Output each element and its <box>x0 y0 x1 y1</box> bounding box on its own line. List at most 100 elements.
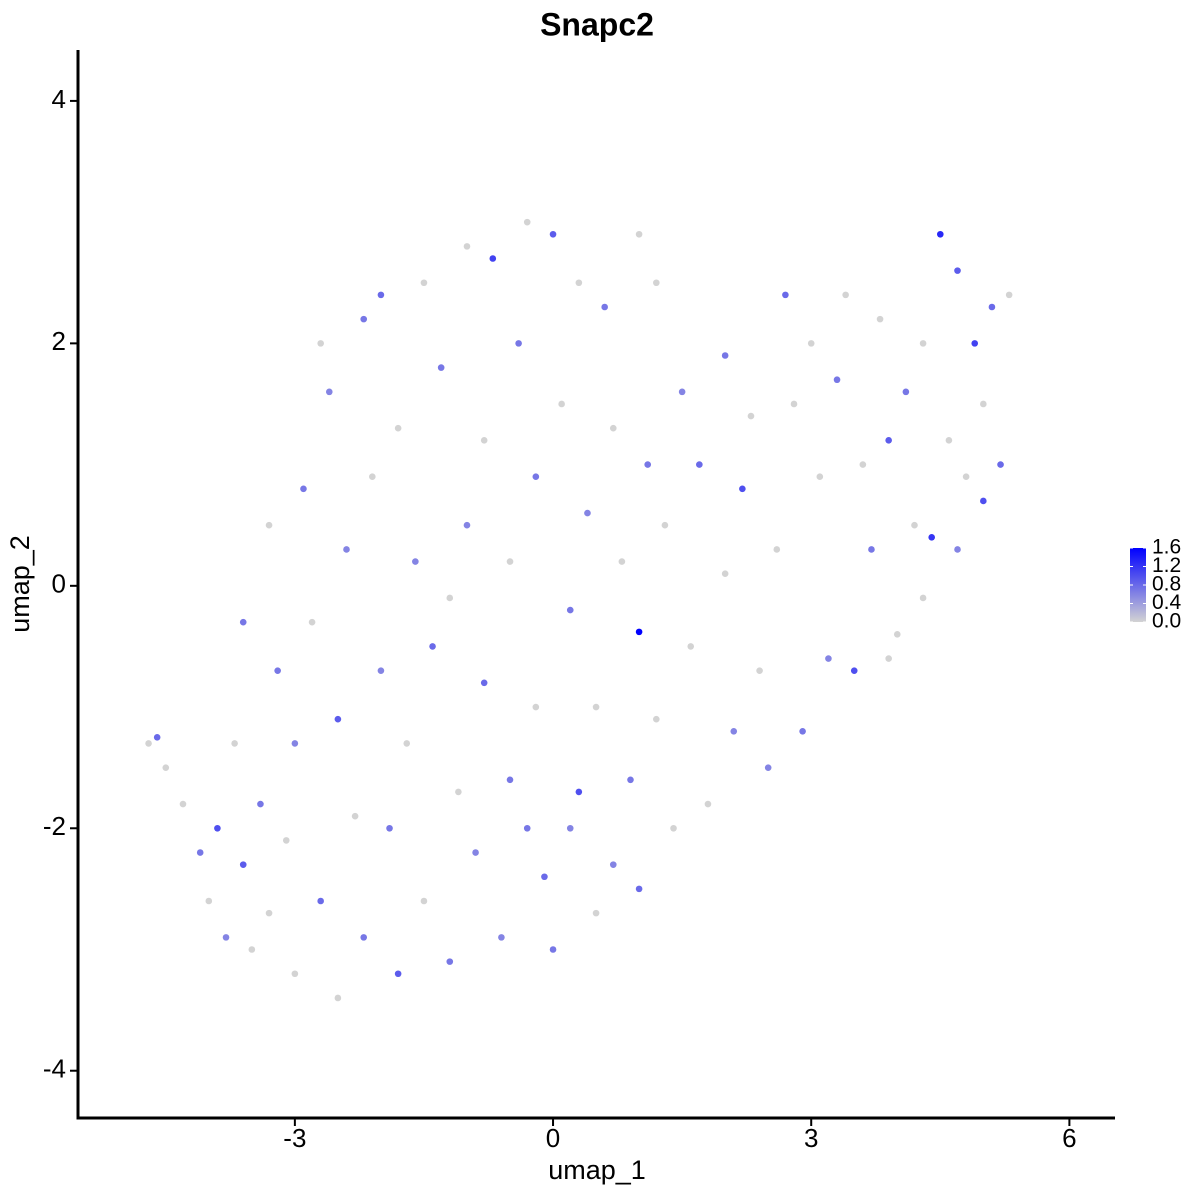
point <box>833 376 841 384</box>
point <box>231 740 238 747</box>
point <box>205 897 213 905</box>
point <box>472 849 479 856</box>
point <box>902 388 910 396</box>
point <box>334 715 342 723</box>
point <box>429 643 436 650</box>
point <box>377 291 385 299</box>
y-tick-label: -4 <box>43 1054 66 1084</box>
point <box>239 861 247 868</box>
point <box>394 424 402 432</box>
point <box>678 388 686 396</box>
point <box>919 594 927 602</box>
point <box>317 897 324 905</box>
point <box>919 340 927 347</box>
point <box>816 473 824 481</box>
point <box>463 521 471 529</box>
point <box>360 934 368 941</box>
point <box>515 340 522 347</box>
y-tick-label: 4 <box>52 84 66 114</box>
point <box>893 631 901 638</box>
point <box>145 740 152 747</box>
point <box>739 485 746 493</box>
point <box>773 546 781 553</box>
point <box>980 497 987 505</box>
point <box>644 461 652 468</box>
point <box>343 546 350 553</box>
point <box>291 740 299 747</box>
x-tick-label: 0 <box>546 1123 560 1153</box>
point <box>868 546 875 553</box>
point <box>911 521 918 529</box>
point <box>575 788 583 796</box>
point <box>945 437 953 444</box>
point <box>549 230 557 238</box>
y-tick-label: 2 <box>52 326 66 356</box>
point <box>764 764 772 771</box>
point <box>420 279 428 287</box>
point <box>954 267 961 274</box>
point <box>988 303 996 311</box>
point <box>222 934 230 941</box>
point <box>850 667 858 674</box>
point <box>308 618 316 626</box>
point <box>214 824 221 832</box>
point <box>721 352 729 359</box>
point <box>394 970 402 978</box>
point <box>196 849 204 856</box>
point <box>730 727 738 735</box>
point <box>532 703 540 711</box>
point <box>670 824 677 832</box>
point <box>265 521 273 529</box>
point <box>549 946 557 953</box>
point <box>412 558 419 565</box>
point <box>980 400 987 408</box>
point <box>523 824 531 832</box>
point <box>704 800 712 808</box>
point <box>592 909 600 917</box>
point <box>334 994 342 1002</box>
point <box>566 606 574 614</box>
point <box>756 667 763 674</box>
colorbar-tick-label: 1.2 <box>1152 554 1181 577</box>
point <box>635 230 643 238</box>
point <box>928 534 935 541</box>
y-tick-label: 0 <box>52 569 66 599</box>
point <box>558 400 565 408</box>
point <box>541 873 548 881</box>
point <box>291 970 299 978</box>
point <box>437 364 445 371</box>
point <box>446 958 454 965</box>
point <box>687 643 695 650</box>
point <box>420 897 428 905</box>
colorbar-tick-label: 0.0 <box>1152 610 1181 633</box>
point <box>696 461 703 468</box>
point <box>885 437 892 444</box>
point <box>592 703 600 711</box>
point <box>455 788 462 796</box>
point <box>239 618 247 626</box>
point <box>446 594 454 602</box>
point <box>609 424 617 432</box>
point <box>179 800 187 808</box>
point <box>532 473 540 481</box>
point <box>153 734 161 741</box>
point <box>937 230 944 238</box>
point <box>799 727 806 735</box>
point <box>386 824 393 832</box>
y-tick-label: -2 <box>43 811 66 841</box>
colorbar-tick-label: 1.6 <box>1152 536 1181 559</box>
point <box>480 437 488 444</box>
point <box>653 715 660 723</box>
point <box>627 776 634 784</box>
point <box>825 655 832 662</box>
point <box>782 291 789 299</box>
point <box>480 679 488 687</box>
point <box>997 461 1004 468</box>
point <box>635 628 643 636</box>
point <box>360 315 368 323</box>
point <box>351 812 359 820</box>
x-tick-label: 6 <box>1062 1123 1076 1153</box>
point <box>523 218 531 226</box>
point <box>842 291 849 299</box>
point <box>403 740 411 747</box>
